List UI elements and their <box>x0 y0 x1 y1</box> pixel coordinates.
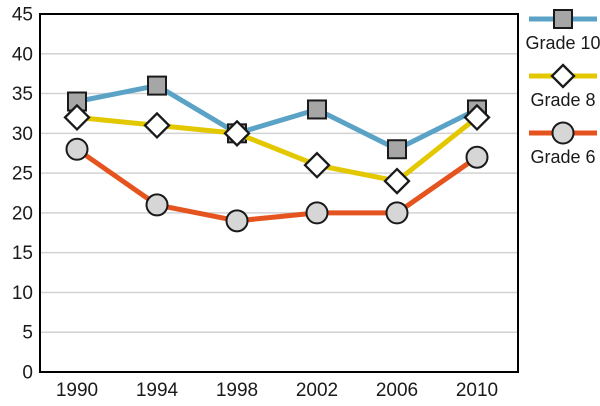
point-grade-10-2006 <box>387 139 407 160</box>
legend-item-grade-10: Grade 10 <box>525 6 600 54</box>
x-axis-tick-label: 2010 <box>456 380 498 401</box>
series-line-grade-6 <box>75 147 479 224</box>
y-axis-tick-label: 5 <box>22 323 33 344</box>
y-axis-tick-label: 0 <box>22 363 33 384</box>
y-axis-tick-label: 45 <box>12 5 33 26</box>
y-axis-tick-label: 15 <box>12 243 33 264</box>
x-axis-tick-label: 2006 <box>376 380 418 401</box>
legend: Grade 10 Grade 8 Grade 6 <box>525 6 600 177</box>
series-line-grade-10 <box>76 83 479 152</box>
point-grade-6-2006 <box>385 201 409 225</box>
y-axis-tick-label: 30 <box>12 124 33 145</box>
legend-label-grade-10: Grade 10 <box>525 33 600 53</box>
legend-item-grade-6: Grade 6 <box>526 120 600 168</box>
y-axis-tick-label: 20 <box>12 203 33 224</box>
x-axis-tick-label: 1998 <box>216 380 258 401</box>
point-grade-6-2010 <box>465 145 489 169</box>
y-axis-tick-label: 40 <box>12 44 33 65</box>
point-grade-8-1998 <box>223 119 251 147</box>
y-axis-tick-label: 35 <box>12 84 33 105</box>
point-grade-8-2006 <box>383 167 411 195</box>
y-axis-tick-label: 25 <box>12 164 33 185</box>
grade-6-series-marker-icon <box>529 121 597 145</box>
point-grade-6-1994 <box>145 193 169 217</box>
point-grade-10-2002 <box>307 99 327 120</box>
point-grade-6-2002 <box>305 201 329 225</box>
point-grade-8-2002 <box>303 151 331 179</box>
point-grade-6-1998 <box>225 209 249 233</box>
point-grade-10-1994 <box>147 75 167 96</box>
grade-8-series-marker-icon <box>529 63 597 89</box>
x-axis-tick-label: 2002 <box>296 380 338 401</box>
legend-label-grade-6: Grade 6 <box>530 147 596 167</box>
y-axis-tick-label: 10 <box>12 283 33 304</box>
series-line-grade-8 <box>76 114 479 184</box>
x-axis-tick-label: 1994 <box>136 380 179 401</box>
plot-border <box>39 13 519 373</box>
point-grade-8-1994 <box>143 111 171 140</box>
legend-item-grade-8: Grade 8 <box>526 63 600 111</box>
point-grade-8-2010 <box>463 103 491 132</box>
point-grade-8-1990 <box>63 103 91 132</box>
point-grade-6-1990 <box>65 137 89 161</box>
legend-label-grade-8: Grade 8 <box>530 90 596 110</box>
grade-10-series-marker-icon <box>529 9 597 29</box>
x-axis-tick-label: 1990 <box>56 380 98 401</box>
